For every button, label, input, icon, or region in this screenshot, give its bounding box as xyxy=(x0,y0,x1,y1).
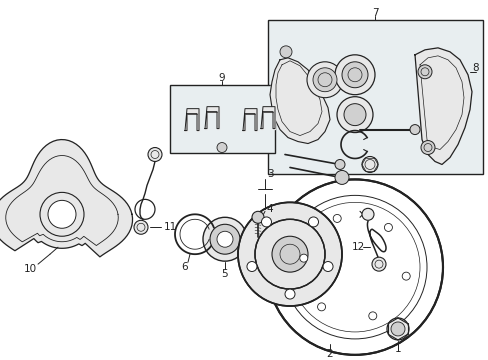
Circle shape xyxy=(386,318,408,340)
Circle shape xyxy=(254,219,325,289)
Circle shape xyxy=(148,148,162,162)
Circle shape xyxy=(317,303,325,311)
Circle shape xyxy=(409,125,419,135)
Circle shape xyxy=(308,217,318,227)
Text: 2: 2 xyxy=(326,349,333,359)
Circle shape xyxy=(266,179,442,355)
Polygon shape xyxy=(0,140,132,257)
Text: 6: 6 xyxy=(182,262,188,272)
Circle shape xyxy=(336,97,372,132)
Circle shape xyxy=(334,170,348,184)
Polygon shape xyxy=(184,109,199,131)
Circle shape xyxy=(371,257,385,271)
Text: 7: 7 xyxy=(371,8,378,18)
Text: 10: 10 xyxy=(23,264,37,274)
Text: 4: 4 xyxy=(266,204,273,214)
Circle shape xyxy=(334,159,345,170)
Polygon shape xyxy=(269,58,329,144)
Bar xyxy=(267,20,482,175)
Circle shape xyxy=(261,217,271,227)
Polygon shape xyxy=(243,109,257,131)
Bar xyxy=(170,85,274,153)
Circle shape xyxy=(334,55,374,95)
Circle shape xyxy=(48,201,76,228)
Circle shape xyxy=(299,254,307,262)
Circle shape xyxy=(417,65,431,79)
Circle shape xyxy=(285,289,294,299)
Circle shape xyxy=(361,157,377,172)
Polygon shape xyxy=(414,48,471,165)
Circle shape xyxy=(420,140,434,154)
Circle shape xyxy=(368,312,376,320)
Circle shape xyxy=(306,62,342,98)
Circle shape xyxy=(384,224,392,231)
Circle shape xyxy=(390,322,404,336)
Text: 8: 8 xyxy=(472,63,478,73)
Circle shape xyxy=(312,68,336,92)
Circle shape xyxy=(343,104,365,126)
Text: 9: 9 xyxy=(218,73,225,83)
Circle shape xyxy=(271,236,307,272)
Circle shape xyxy=(217,143,226,153)
Circle shape xyxy=(402,272,409,280)
Circle shape xyxy=(238,202,341,306)
Text: 3: 3 xyxy=(266,170,273,179)
Polygon shape xyxy=(204,107,219,129)
Circle shape xyxy=(251,211,264,223)
Circle shape xyxy=(40,192,84,236)
Text: 5: 5 xyxy=(221,269,228,279)
Circle shape xyxy=(246,261,256,271)
Circle shape xyxy=(217,231,232,247)
Circle shape xyxy=(341,62,367,88)
Text: 11: 11 xyxy=(163,222,176,232)
Circle shape xyxy=(134,220,148,234)
Text: 1: 1 xyxy=(394,344,401,354)
Circle shape xyxy=(203,217,246,261)
Text: 12: 12 xyxy=(351,242,364,252)
Circle shape xyxy=(280,46,291,58)
Circle shape xyxy=(209,224,240,254)
Circle shape xyxy=(332,215,341,222)
Polygon shape xyxy=(261,107,274,129)
Circle shape xyxy=(323,261,332,271)
Circle shape xyxy=(361,208,373,220)
